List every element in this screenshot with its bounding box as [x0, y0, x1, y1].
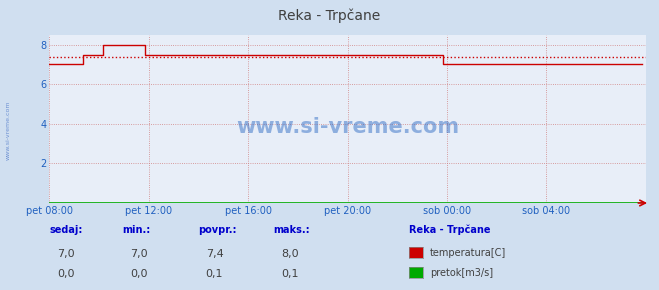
Text: 7,4: 7,4	[206, 249, 223, 259]
Text: sedaj:: sedaj:	[49, 225, 83, 235]
Text: povpr.:: povpr.:	[198, 225, 236, 235]
Text: 7,0: 7,0	[57, 249, 75, 259]
Text: 0,0: 0,0	[130, 269, 148, 279]
Text: 8,0: 8,0	[281, 249, 299, 259]
Text: maks.:: maks.:	[273, 225, 310, 235]
Text: www.si-vreme.com: www.si-vreme.com	[5, 101, 11, 160]
Text: 0,0: 0,0	[57, 269, 75, 279]
Text: 7,0: 7,0	[130, 249, 148, 259]
Text: www.si-vreme.com: www.si-vreme.com	[236, 117, 459, 137]
Text: Reka - Trpčane: Reka - Trpčane	[409, 225, 490, 235]
Text: pretok[m3/s]: pretok[m3/s]	[430, 268, 493, 278]
Text: min.:: min.:	[122, 225, 150, 235]
Text: 0,1: 0,1	[206, 269, 223, 279]
Text: temperatura[C]: temperatura[C]	[430, 248, 506, 258]
Text: Reka - Trpčane: Reka - Trpčane	[278, 9, 381, 23]
Text: 0,1: 0,1	[281, 269, 299, 279]
